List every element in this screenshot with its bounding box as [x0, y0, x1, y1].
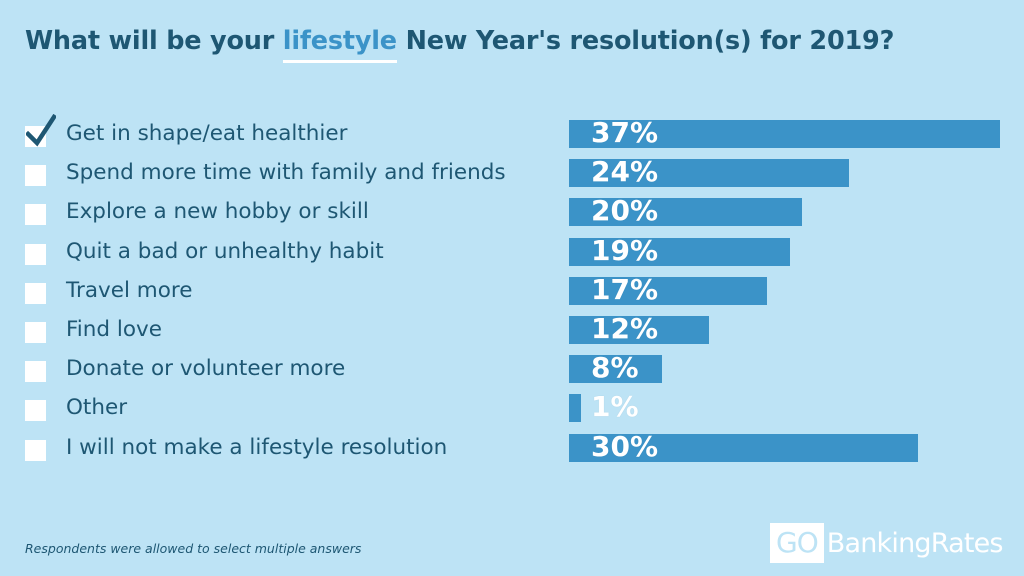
value-label: 1% — [591, 390, 639, 424]
checkbox-square — [25, 165, 46, 187]
value-label: 37% — [591, 116, 659, 149]
category-label: Get in shape/eat healthier — [66, 121, 348, 146]
bar — [569, 237, 790, 266]
checkbox-square — [25, 400, 46, 422]
title-highlight: lifestyle — [282, 26, 397, 56]
checkbox-square — [25, 361, 46, 383]
logo-banking-rates: BankingRates — [826, 527, 1004, 559]
value-label: 20% — [591, 194, 659, 228]
chart-row: Other 1% — [0, 390, 1024, 424]
value-label: 17% — [591, 272, 659, 306]
category-label: Donate or volunteer more — [66, 356, 346, 382]
chart-row: Explore a new hobby or skill 20% — [0, 194, 1024, 228]
value-label: 30% — [591, 429, 659, 463]
chart-row: Travel more 17% — [0, 273, 1024, 307]
bar — [569, 120, 1000, 148]
bar — [569, 198, 802, 227]
chart-title: What will be your lifestyle New Year's r… — [25, 26, 1015, 56]
value-label: 19% — [591, 233, 659, 267]
checkmark-icon — [26, 114, 56, 147]
footnote: Respondents were allowed to select multi… — [25, 541, 362, 556]
chart-row: Spend more time with family and friends 2… — [0, 155, 1024, 189]
checkbox-square — [25, 282, 46, 304]
bar — [569, 394, 581, 423]
category-label: Other — [66, 395, 128, 421]
bar — [569, 316, 709, 344]
bar — [569, 433, 918, 462]
value-label: 12% — [591, 312, 659, 345]
checkbox-square — [25, 439, 46, 461]
chart-row: Find love 12% — [0, 312, 1024, 346]
checkbox-square — [25, 126, 46, 147]
chart-row: I will not make a lifestyle resolution 30… — [0, 430, 1024, 464]
chart-row: Donate or volunteer more 8% — [0, 351, 1024, 385]
checkbox-square — [25, 322, 46, 343]
checkbox-square — [25, 204, 46, 226]
bar — [569, 159, 849, 188]
chart-row: Quit a bad or unhealthy habit 19% — [0, 234, 1024, 268]
category-label: Find love — [66, 317, 162, 342]
chart-row: Get in shape/eat healthier 37% — [0, 114, 1024, 150]
category-label: Spend more time with family and friends — [66, 160, 506, 186]
value-label: 8% — [591, 351, 639, 385]
value-label: 24% — [591, 155, 659, 189]
category-label: Quit a bad or unhealthy habit — [66, 238, 384, 264]
checkbox-square — [25, 243, 46, 265]
category-label: Explore a new hobby or skill — [66, 199, 369, 225]
title-after: New Year's resolution(s) for 2019? — [396, 26, 895, 56]
brand-logo: GO BankingRates — [770, 523, 1004, 563]
bar — [569, 276, 767, 305]
title-before: What will be your — [25, 26, 283, 56]
category-label: I will not make a lifestyle resolution — [66, 434, 448, 460]
logo-go: GO — [770, 523, 824, 563]
category-label: Travel more — [66, 277, 193, 303]
bar — [569, 355, 662, 384]
